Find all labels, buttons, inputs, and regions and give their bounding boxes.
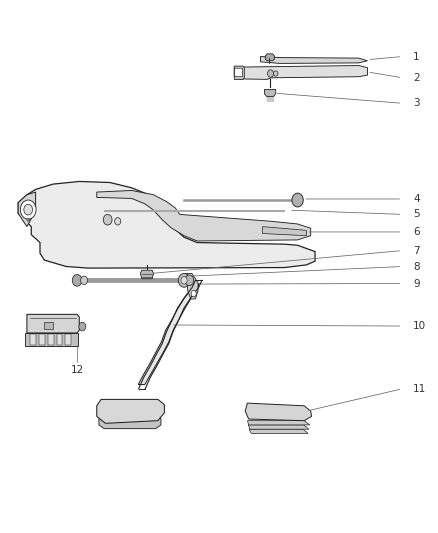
Circle shape — [191, 290, 196, 297]
Circle shape — [103, 214, 112, 225]
Polygon shape — [48, 334, 53, 345]
Polygon shape — [234, 66, 367, 79]
Circle shape — [81, 276, 88, 285]
Polygon shape — [27, 314, 79, 333]
Polygon shape — [141, 270, 153, 279]
Circle shape — [178, 273, 190, 287]
Circle shape — [181, 277, 187, 284]
Circle shape — [24, 204, 32, 215]
Polygon shape — [57, 334, 62, 345]
Polygon shape — [263, 227, 306, 236]
Circle shape — [115, 217, 121, 225]
Circle shape — [79, 322, 86, 331]
Polygon shape — [248, 425, 309, 429]
Circle shape — [20, 200, 36, 219]
Polygon shape — [30, 334, 36, 345]
Polygon shape — [44, 322, 53, 329]
Circle shape — [185, 275, 194, 286]
Circle shape — [72, 274, 82, 286]
Polygon shape — [265, 90, 276, 96]
Polygon shape — [234, 66, 244, 79]
FancyBboxPatch shape — [235, 68, 243, 77]
Text: 6: 6 — [413, 227, 420, 237]
Text: 12: 12 — [71, 365, 84, 375]
Polygon shape — [18, 181, 315, 268]
Text: 9: 9 — [413, 279, 420, 288]
Polygon shape — [39, 334, 45, 345]
Polygon shape — [97, 190, 311, 241]
Circle shape — [268, 70, 274, 77]
Polygon shape — [138, 284, 199, 384]
Polygon shape — [65, 334, 71, 345]
Polygon shape — [186, 273, 198, 299]
Text: 2: 2 — [413, 73, 420, 83]
Polygon shape — [25, 333, 78, 346]
Polygon shape — [261, 56, 367, 63]
Text: 10: 10 — [413, 321, 427, 331]
Polygon shape — [245, 403, 311, 421]
Text: 4: 4 — [413, 194, 420, 204]
Circle shape — [292, 193, 303, 207]
Polygon shape — [249, 429, 308, 433]
Polygon shape — [265, 54, 275, 61]
Circle shape — [274, 71, 278, 76]
Text: 11: 11 — [413, 384, 427, 394]
Circle shape — [27, 218, 29, 221]
Polygon shape — [97, 399, 164, 423]
Polygon shape — [18, 192, 35, 227]
Polygon shape — [99, 416, 161, 429]
Text: 3: 3 — [413, 98, 420, 108]
Text: 5: 5 — [413, 209, 420, 220]
Text: 7: 7 — [413, 246, 420, 255]
Polygon shape — [247, 421, 310, 425]
Text: 1: 1 — [413, 52, 420, 61]
Text: 8: 8 — [413, 262, 420, 271]
